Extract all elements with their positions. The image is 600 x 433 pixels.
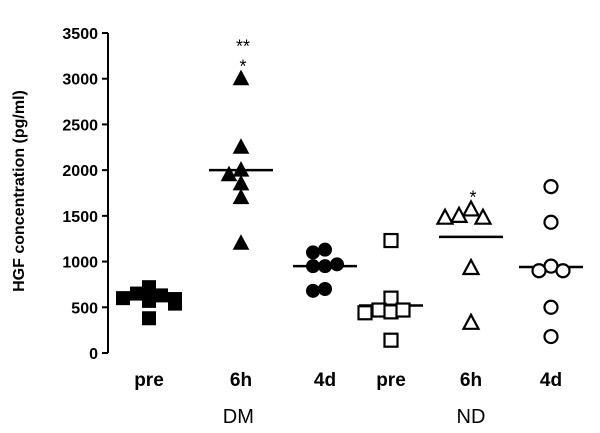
x-category-label: pre xyxy=(376,370,406,391)
x-category-label: 6h xyxy=(230,370,252,391)
data-point-circle xyxy=(318,282,332,296)
data-point-circle xyxy=(306,245,320,260)
y-tick-label: 3000 xyxy=(62,72,98,89)
y-tick-label: 1500 xyxy=(62,209,98,226)
y-axis-label: HGF concentration (pg/ml) xyxy=(11,90,28,292)
data-point-triangle xyxy=(461,257,481,276)
axes: 0 500 1000 1500 2000 2500 3000 3500 pre 6h 4d pre 6h… xyxy=(62,26,562,428)
data-point-square xyxy=(383,332,399,348)
data-point-square xyxy=(395,302,411,318)
data-point-triangle xyxy=(435,207,455,225)
data-point-triangle xyxy=(461,312,481,330)
data-point-triangle xyxy=(232,174,250,191)
x-category-label: 4d xyxy=(314,370,336,391)
data-point-triangle xyxy=(461,199,481,217)
data-point-circle xyxy=(555,263,571,279)
x-category-label: pre xyxy=(134,370,164,391)
y-tick-label: 2000 xyxy=(62,163,98,180)
data-point-square xyxy=(383,232,399,249)
data-point-square xyxy=(168,296,182,311)
data-point-square xyxy=(154,288,168,303)
data-point-circle xyxy=(306,283,320,298)
data-point-triangle xyxy=(232,188,250,205)
data-point-circle xyxy=(543,214,559,230)
significance-marker: ** xyxy=(236,37,250,57)
data-point-square xyxy=(357,305,373,321)
group-label: ND xyxy=(457,406,486,428)
data-point-triangle xyxy=(473,207,493,225)
data-point-circle xyxy=(531,263,547,279)
y-tick-label: 500 xyxy=(71,300,98,317)
data-point-square xyxy=(142,311,156,326)
data-point-square xyxy=(142,293,156,308)
data-point-square xyxy=(142,280,156,295)
data-point-triangle xyxy=(232,138,250,154)
y-tick-label: 3500 xyxy=(62,26,98,43)
data-point-triangle xyxy=(232,69,250,86)
data-marks: **** xyxy=(116,37,583,348)
group-label: DM xyxy=(223,406,254,428)
data-point-circle xyxy=(330,257,344,272)
x-category-label: 6h xyxy=(460,370,482,391)
data-point-triangle xyxy=(449,205,469,223)
data-point-circle xyxy=(318,259,332,274)
y-tick-label: 0 xyxy=(89,346,98,363)
data-point-square xyxy=(130,286,144,301)
data-point-circle xyxy=(318,242,332,257)
x-category-label: 4d xyxy=(540,370,562,391)
y-tick-label: 2500 xyxy=(62,117,98,134)
y-tick-label: 1000 xyxy=(62,255,98,272)
significance-marker: * xyxy=(239,57,246,77)
data-point-triangle xyxy=(232,234,250,250)
data-point-triangle xyxy=(220,165,238,182)
significance-marker: * xyxy=(469,187,476,207)
data-point-square xyxy=(116,291,130,306)
data-point-circle xyxy=(543,179,559,195)
data-point-circle xyxy=(543,299,559,315)
data-point-circle xyxy=(543,328,559,345)
data-point-circle xyxy=(306,259,320,274)
